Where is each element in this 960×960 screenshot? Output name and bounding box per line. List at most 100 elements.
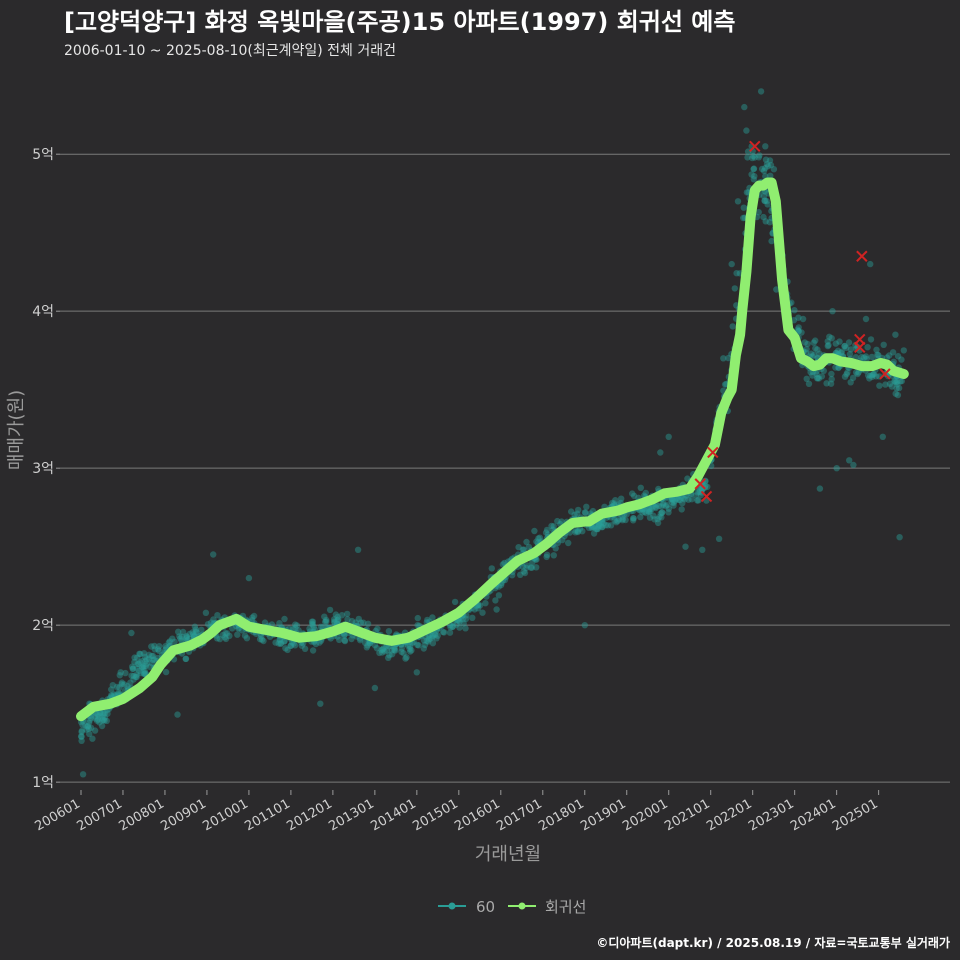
scatter-point-281	[133, 673, 140, 681]
scatter-point-1535	[493, 606, 500, 613]
scatter-point-133	[446, 629, 454, 636]
scatter-point-32	[355, 615, 362, 623]
scatter-point-1252	[383, 647, 391, 654]
scatter-point-1302	[637, 513, 644, 521]
scatter-point-527	[143, 660, 150, 667]
scatter-point-1501	[174, 711, 181, 718]
scatter-point-790	[460, 620, 467, 627]
scatter-point-660	[841, 342, 848, 350]
scatter-point-1497	[764, 163, 772, 170]
scatter-point-1034	[421, 641, 429, 649]
scatter-point-387	[758, 165, 766, 173]
scatter-point-1267	[431, 630, 438, 638]
scatter-point-757	[664, 501, 671, 508]
scatter-point-1512	[741, 103, 748, 111]
scatter-point-1418	[381, 648, 388, 655]
scatter-point-125	[98, 722, 106, 730]
scatter-point-667	[670, 499, 678, 506]
y-tick-label-2: 3억	[32, 461, 54, 477]
scatter-point-781	[293, 622, 301, 629]
scatter-point-1285	[744, 148, 752, 155]
scatter-point-904	[898, 356, 905, 363]
scatter-point-257	[148, 643, 155, 650]
x-tick-label-7: 201301	[326, 796, 376, 834]
scatter-point-760	[129, 665, 136, 672]
scatter-point-1263	[652, 503, 659, 510]
scatter-point-1415	[826, 333, 833, 340]
scatter-point-267	[281, 638, 288, 645]
scatter-point-1221	[261, 619, 269, 626]
scatter-point-498	[888, 383, 896, 390]
scatter-point-66	[863, 355, 870, 363]
scatter-point-1510	[728, 260, 735, 268]
scatter-point-505	[258, 633, 265, 640]
legend-label-regression: 회귀선	[545, 898, 586, 916]
scatter-point-1487	[583, 503, 590, 510]
scatter-point-1406	[249, 617, 256, 624]
scatter-point-566	[810, 351, 818, 358]
scatter-point-1290	[607, 522, 615, 529]
scatter-point-831	[374, 625, 381, 632]
recent-marker-7	[879, 368, 891, 380]
scatter-point-678	[135, 660, 142, 667]
scatter-point-988	[204, 621, 212, 628]
scatter-point-344	[893, 385, 900, 392]
scatter-point-1173	[100, 716, 107, 724]
scatter-point-1506	[682, 543, 689, 550]
scatter-point-982	[574, 528, 581, 536]
scatter-point-879	[155, 647, 163, 654]
scatter-point-266	[898, 377, 905, 385]
scatter-point-63	[832, 340, 839, 347]
scatter-point-1039	[568, 508, 575, 515]
scatter-point-1207	[276, 636, 283, 644]
scatter-point-764	[894, 353, 902, 360]
scatter-point-1448	[133, 671, 140, 678]
scatter-point-586	[893, 379, 900, 386]
scatter-point-481	[572, 527, 579, 534]
scatter-point-935	[641, 508, 648, 516]
scatter-point-483	[142, 658, 149, 665]
scatter-point-976	[824, 338, 831, 345]
x-tick-label-11: 201701	[494, 796, 544, 834]
scatter-point-555	[156, 643, 163, 650]
scatter-point-724	[619, 517, 626, 524]
scatter-point-1499	[146, 663, 154, 670]
scatter-point-93	[529, 559, 536, 566]
scatter-point-693	[832, 364, 839, 371]
scatter-point-1271	[250, 612, 258, 620]
scatter-point-1007	[141, 653, 149, 661]
scatter-point-1074	[574, 510, 581, 517]
scatter-point-1528	[892, 331, 899, 338]
recent-marker-5	[854, 333, 866, 346]
scatter-point-651	[92, 715, 99, 722]
scatter-point-922	[361, 639, 369, 646]
scatter-point-1059	[668, 496, 676, 503]
scatter-point-1196	[321, 613, 328, 620]
scatter-point-646	[391, 645, 398, 652]
scatter-point-443	[182, 655, 190, 662]
scatter-point-1401	[550, 552, 557, 559]
scatter-point-1540	[128, 629, 135, 637]
x-tick-label-5: 201101	[242, 796, 292, 834]
scatter-point-1539	[245, 574, 253, 582]
scatter-point-304	[593, 525, 600, 533]
scatter-point-312	[658, 503, 665, 510]
scatter-point-1348	[323, 618, 330, 625]
scatter-point-996	[137, 669, 145, 677]
scatter-point-506	[891, 378, 899, 385]
scatter-point-1246	[642, 489, 649, 497]
scatter-point-75	[688, 496, 695, 503]
scatter-point-1194	[425, 636, 433, 643]
scatter-point-517	[357, 637, 364, 644]
y-tick-label-1: 2억	[32, 618, 54, 634]
scatter-point-608	[818, 373, 826, 380]
scatter-point-1128	[94, 711, 101, 718]
scatter-point-810	[748, 171, 755, 178]
scatter-point-1226	[891, 377, 898, 385]
scatter-point-326	[693, 492, 700, 499]
scatter-point-1439	[866, 375, 873, 382]
scatter-point-262	[364, 642, 371, 649]
scatter-point-1047	[595, 523, 602, 530]
scatter-point-103	[162, 668, 170, 676]
scatter-point-1505	[581, 622, 588, 629]
